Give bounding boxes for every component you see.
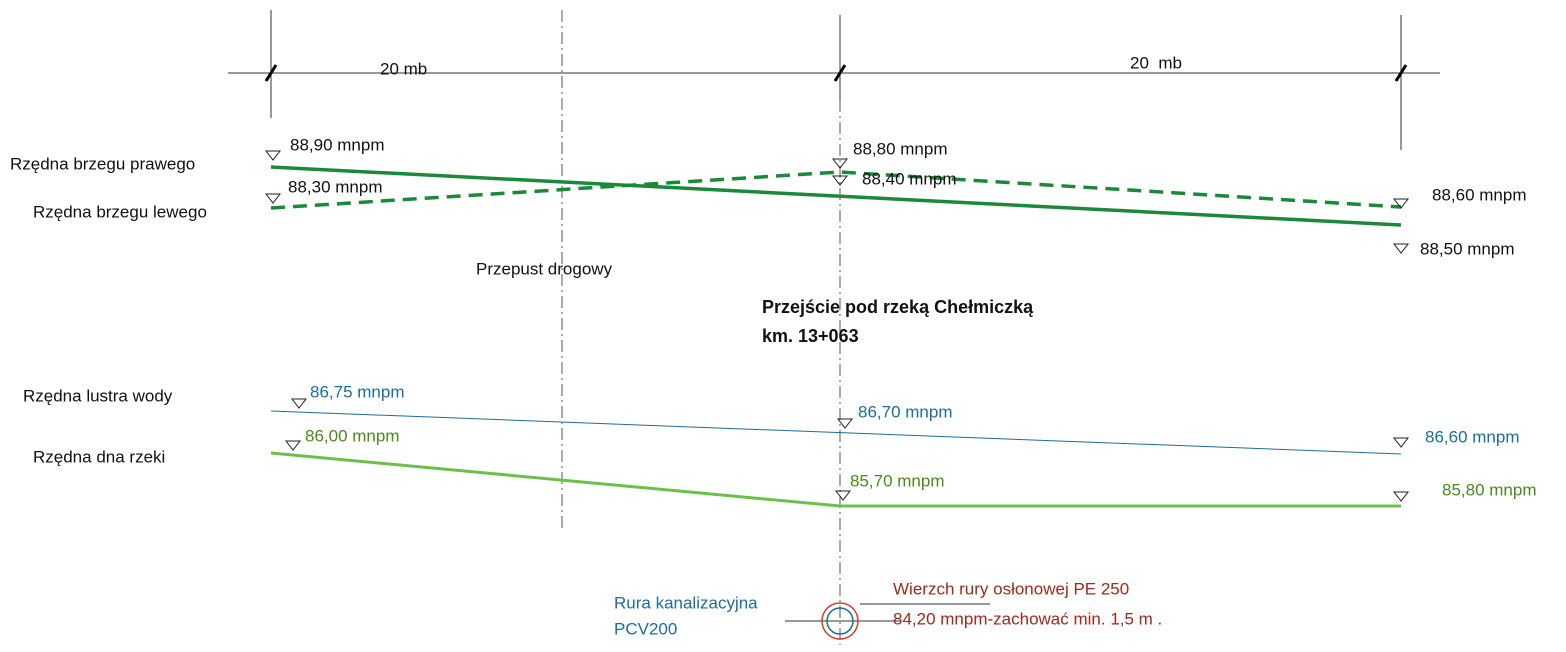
dimension: 20 mb bbox=[380, 59, 427, 78]
bed-line bbox=[270, 451, 1401, 508]
dimension: 20 mb bbox=[1130, 53, 1182, 72]
label: Przepust drogowy bbox=[476, 259, 613, 278]
elevation: 88,90 mnpm bbox=[290, 135, 385, 154]
pipe bbox=[785, 602, 990, 640]
title: Przejście pod rzeką Chełmiczką bbox=[762, 297, 1034, 317]
elevation: 85,70 mnpm bbox=[850, 471, 945, 490]
markers bbox=[264, 150, 1410, 502]
elevation: 88,80 mnpm bbox=[853, 139, 948, 158]
elevation: 86,00 mnpm bbox=[305, 426, 400, 445]
elevation: 88,50 mnpm bbox=[1420, 239, 1515, 258]
water-line bbox=[270, 410, 1402, 455]
elevation: 86,75 mnpm bbox=[310, 382, 405, 401]
pipe-label: Rura kanalizacyjna bbox=[614, 593, 758, 612]
pipe-label: PCV200 bbox=[614, 619, 677, 638]
label: Rzędna brzegu lewego bbox=[33, 202, 207, 221]
dimension-ticks bbox=[264, 64, 1408, 82]
elevation: 86,60 mnpm bbox=[1425, 427, 1520, 446]
casing-label: Wierzch rury osłonowej PE 250 bbox=[893, 579, 1129, 598]
label: Rzędna dna rzeki bbox=[33, 447, 165, 466]
elevation: 85,80 mnpm bbox=[1442, 480, 1537, 499]
axis-lines bbox=[561, 10, 841, 645]
casing-label: 84,20 mnpm-zachować min. 1,5 m . bbox=[893, 609, 1162, 628]
elevation: 88,40 mnpm bbox=[862, 169, 957, 188]
right-bank-line bbox=[270, 165, 1402, 227]
label: Rzędna brzegu prawego bbox=[10, 154, 195, 173]
title: km. 13+063 bbox=[762, 326, 859, 346]
elevation: 86,70 mnpm bbox=[858, 402, 953, 421]
label: Rzędna lustra wody bbox=[23, 386, 173, 405]
elevation: 88,30 mnpm bbox=[288, 177, 383, 196]
elevation: 88,60 mnpm bbox=[1432, 185, 1527, 204]
dimension-lines bbox=[228, 10, 1440, 150]
